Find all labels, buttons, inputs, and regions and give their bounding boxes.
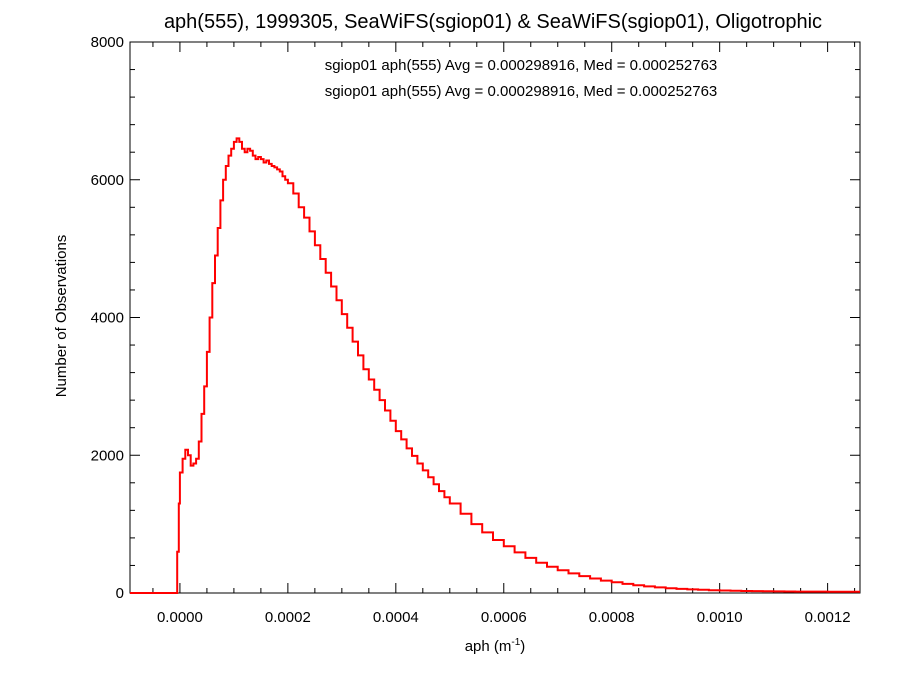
x-tick-label: 0.0012 (805, 609, 851, 626)
y-tick-label: 6000 (91, 172, 124, 189)
series-line (130, 137, 860, 594)
x-axis-label-close: ) (520, 638, 525, 655)
annotation-red: sgiop01 aph(555) Avg = 0.000298916, Med … (325, 83, 718, 100)
y-axis-label: Number of Observations (53, 235, 70, 398)
x-tick-label: 0.0008 (589, 609, 635, 626)
x-tick-label: 0.0010 (697, 609, 743, 626)
x-axis: 0.0000 0.0002 0.0004 0.0006 0.0008 0.0010 0.00… (152, 42, 856, 626)
y-axis: 0 2000 4000 6000 8000 (91, 34, 860, 602)
x-axis-label-sup: -1 (511, 637, 520, 648)
annotation-black: sgiop01 aph(555) Avg = 0.000298916, Med … (325, 57, 718, 74)
x-tick-label: 0.0006 (481, 609, 527, 626)
y-tick-label: 2000 (91, 447, 124, 464)
plot-frame (129, 41, 861, 594)
y-tick-label: 4000 (91, 310, 124, 327)
y-tick-label: 8000 (91, 34, 124, 51)
x-axis-label-main: aph (m (465, 638, 512, 655)
x-tick-label: 0.0004 (373, 609, 419, 626)
x-tick-label: 0.0000 (157, 609, 203, 626)
x-tick-label: 0.0002 (265, 609, 311, 626)
y-tick-label: 0 (116, 585, 124, 602)
x-axis-label: aph (m-1) (465, 637, 526, 655)
chart-title: aph(555), 1999305, SeaWiFS(sgiop01) & Se… (164, 11, 822, 33)
